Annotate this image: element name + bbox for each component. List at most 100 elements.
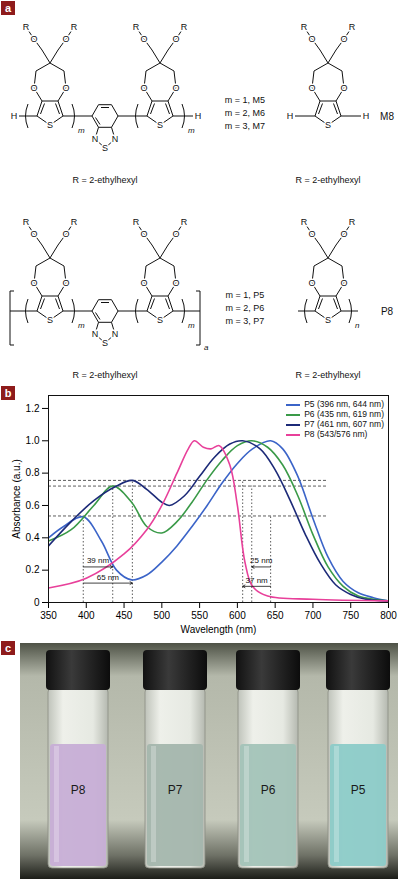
svg-text:O: O [340, 34, 347, 44]
svg-text:m = 2, P6: m = 2, P6 [226, 303, 265, 313]
svg-text:O: O [62, 229, 69, 239]
svg-text:Absorbance (a.u.): Absorbance (a.u.) [11, 459, 22, 539]
svg-text:R: R [181, 217, 188, 227]
svg-text:0.8: 0.8 [26, 467, 40, 478]
svg-text:O: O [62, 83, 69, 93]
svg-text:R = 2-ethylhexyl: R = 2-ethylhexyl [296, 370, 361, 380]
svg-text:600: 600 [229, 610, 246, 621]
svg-text:S: S [157, 315, 163, 325]
svg-text:N: N [92, 329, 99, 339]
svg-text:P5: P5 [351, 783, 366, 797]
svg-text:O: O [62, 34, 69, 44]
svg-text:O: O [30, 34, 37, 44]
svg-text:P8: P8 [381, 306, 394, 317]
svg-text:m: m [78, 126, 85, 135]
svg-text:R: R [23, 22, 30, 32]
svg-text:R = 2-ethylhexyl: R = 2-ethylhexyl [73, 175, 138, 185]
svg-text:m = 3, P7: m = 3, P7 [226, 316, 265, 326]
svg-text:O: O [308, 229, 315, 239]
svg-text:O: O [30, 83, 37, 93]
svg-text:0: 0 [34, 597, 40, 608]
svg-text:O: O [172, 229, 179, 239]
svg-text:25 nm: 25 nm [250, 556, 273, 565]
svg-text:m: m [78, 321, 85, 330]
svg-text:R: R [23, 217, 30, 227]
svg-text:O: O [172, 278, 179, 288]
svg-text:m: m [188, 126, 195, 135]
svg-text:O: O [30, 278, 37, 288]
svg-text:65 nm: 65 nm [97, 573, 120, 582]
svg-text:R: R [133, 22, 140, 32]
svg-text:O: O [140, 34, 147, 44]
svg-text:O: O [62, 278, 69, 288]
svg-text:O: O [30, 229, 37, 239]
svg-text:Wavelength (nm): Wavelength (nm) [181, 624, 257, 635]
svg-text:0.2: 0.2 [26, 564, 40, 575]
svg-text:m: m [188, 321, 195, 330]
svg-text:O: O [340, 83, 347, 93]
svg-text:O: O [140, 278, 147, 288]
svg-text:R = 2-ethylhexyl: R = 2-ethylhexyl [296, 175, 361, 185]
svg-text:O: O [308, 34, 315, 44]
svg-text:800: 800 [380, 610, 397, 621]
svg-text:S: S [47, 120, 53, 130]
svg-text:S: S [157, 120, 163, 130]
svg-text:m = 3, M7: m = 3, M7 [225, 121, 265, 131]
html-text:P5 (396 nm, 644 nm): P5 (396 nm, 644 nm) [304, 399, 384, 409]
svg-text:N: N [112, 329, 119, 339]
html-text:P6 (435 nm, 619 nm): P6 (435 nm, 619 nm) [304, 409, 384, 419]
svg-text:R: R [349, 217, 356, 227]
svg-text:O: O [140, 83, 147, 93]
svg-text:m = 1, P5: m = 1, P5 [226, 290, 265, 300]
svg-text:R: R [133, 217, 140, 227]
svg-text:M8: M8 [380, 111, 394, 122]
svg-text:O: O [140, 229, 147, 239]
svg-text:1.0: 1.0 [26, 435, 40, 446]
svg-text:P6: P6 [261, 783, 276, 797]
svg-text:S: S [47, 315, 53, 325]
svg-text:N: N [112, 134, 119, 144]
svg-text:O: O [340, 278, 347, 288]
svg-text:450: 450 [116, 610, 133, 621]
svg-text:P7: P7 [168, 783, 183, 797]
svg-text:H: H [195, 111, 202, 121]
svg-text:O: O [172, 34, 179, 44]
svg-text:O: O [308, 83, 315, 93]
svg-text:N: N [92, 134, 99, 144]
svg-text:m = 2, M6: m = 2, M6 [225, 108, 265, 118]
svg-text:R: R [71, 217, 78, 227]
svg-text:650: 650 [267, 610, 284, 621]
svg-text:550: 550 [191, 610, 208, 621]
svg-text:m = 1, M5: m = 1, M5 [225, 95, 265, 105]
svg-text:S: S [102, 143, 108, 153]
svg-text:500: 500 [153, 610, 170, 621]
svg-text:39 nm: 39 nm [87, 556, 110, 565]
svg-text:37 nm: 37 nm [246, 576, 269, 585]
svg-text:1.2: 1.2 [26, 403, 40, 414]
svg-text:R: R [349, 22, 356, 32]
svg-text:R = 2-ethylhexyl: R = 2-ethylhexyl [73, 370, 138, 380]
svg-text:P8: P8 [71, 783, 86, 797]
html-text:P7 (461 nm, 607 nm): P7 (461 nm, 607 nm) [304, 419, 384, 429]
svg-text:H: H [11, 111, 18, 121]
svg-text:R: R [71, 22, 78, 32]
svg-text:n: n [355, 321, 360, 330]
svg-text:O: O [308, 278, 315, 288]
svg-text:O: O [172, 83, 179, 93]
svg-text:O: O [340, 229, 347, 239]
svg-text:750: 750 [342, 610, 359, 621]
svg-text:0.4: 0.4 [26, 532, 40, 543]
svg-text:S: S [325, 315, 331, 325]
svg-text:700: 700 [305, 610, 322, 621]
svg-text:a: a [204, 343, 209, 352]
svg-text:S: S [325, 120, 331, 130]
svg-text:R: R [301, 22, 308, 32]
svg-text:S: S [102, 338, 108, 348]
svg-text:H: H [287, 111, 294, 121]
svg-text:350: 350 [40, 610, 57, 621]
svg-text:H: H [363, 111, 370, 121]
svg-text:0.6: 0.6 [26, 500, 40, 511]
svg-text:R: R [181, 22, 188, 32]
svg-text:400: 400 [78, 610, 95, 621]
svg-text:R: R [301, 217, 308, 227]
